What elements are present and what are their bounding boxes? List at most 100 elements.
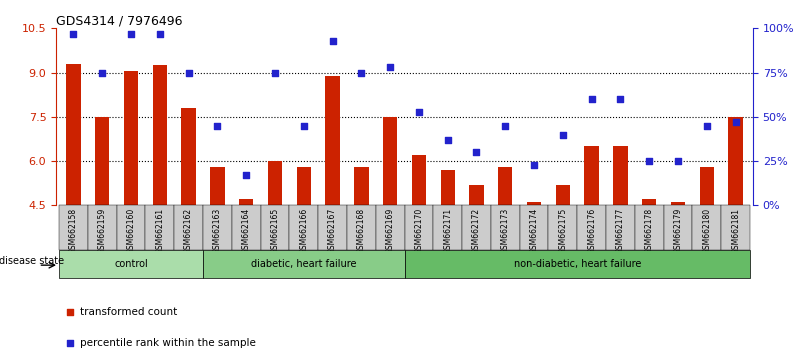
Text: GSM662174: GSM662174: [529, 207, 538, 254]
Point: [470, 149, 483, 155]
Text: GSM662167: GSM662167: [328, 207, 337, 254]
FancyBboxPatch shape: [203, 205, 231, 250]
FancyBboxPatch shape: [549, 205, 578, 250]
FancyBboxPatch shape: [578, 205, 606, 250]
Bar: [354, 167, 368, 205]
FancyBboxPatch shape: [145, 205, 174, 250]
Text: GSM662179: GSM662179: [674, 207, 682, 254]
Bar: [296, 167, 311, 205]
FancyBboxPatch shape: [405, 205, 433, 250]
Point: [153, 31, 166, 36]
Bar: [383, 117, 397, 205]
Point: [700, 123, 713, 129]
Point: [67, 31, 80, 36]
Bar: [152, 65, 167, 205]
Bar: [441, 170, 455, 205]
Text: control: control: [114, 259, 148, 269]
Bar: [527, 202, 541, 205]
FancyBboxPatch shape: [606, 205, 635, 250]
Text: percentile rank within the sample: percentile rank within the sample: [80, 338, 256, 348]
Text: GSM662177: GSM662177: [616, 207, 625, 254]
Point: [239, 172, 252, 178]
Point: [124, 31, 137, 36]
Bar: [239, 199, 253, 205]
Point: [96, 70, 109, 75]
FancyBboxPatch shape: [520, 205, 549, 250]
Text: GSM662160: GSM662160: [127, 207, 135, 254]
FancyBboxPatch shape: [59, 250, 203, 278]
Text: non-diabetic, heart failure: non-diabetic, heart failure: [513, 259, 641, 269]
FancyBboxPatch shape: [405, 250, 750, 278]
Text: GSM662175: GSM662175: [558, 207, 567, 254]
Bar: [671, 202, 686, 205]
FancyBboxPatch shape: [289, 205, 318, 250]
Text: GSM662176: GSM662176: [587, 207, 596, 254]
Text: GSM662180: GSM662180: [702, 207, 711, 254]
Point: [672, 158, 685, 164]
Bar: [95, 117, 110, 205]
FancyBboxPatch shape: [376, 205, 405, 250]
Bar: [642, 199, 657, 205]
Text: GSM662178: GSM662178: [645, 207, 654, 254]
Text: disease state: disease state: [0, 256, 65, 266]
FancyBboxPatch shape: [693, 205, 721, 250]
Bar: [585, 146, 599, 205]
Point: [528, 162, 541, 167]
Text: GSM662172: GSM662172: [472, 207, 481, 254]
Text: GSM662164: GSM662164: [242, 207, 251, 254]
Point: [297, 123, 310, 129]
Bar: [210, 167, 224, 205]
FancyBboxPatch shape: [721, 205, 750, 250]
Point: [413, 109, 425, 114]
Text: GSM662169: GSM662169: [385, 207, 395, 254]
FancyBboxPatch shape: [260, 205, 289, 250]
FancyBboxPatch shape: [174, 205, 203, 250]
FancyBboxPatch shape: [318, 205, 347, 250]
Point: [268, 70, 281, 75]
Point: [586, 96, 598, 102]
Text: GSM662158: GSM662158: [69, 207, 78, 254]
Bar: [66, 64, 81, 205]
Point: [557, 132, 570, 137]
Point: [441, 137, 454, 143]
Bar: [469, 185, 484, 205]
Point: [614, 96, 627, 102]
Bar: [123, 71, 138, 205]
Text: GSM662173: GSM662173: [501, 207, 509, 254]
Point: [211, 123, 223, 129]
FancyBboxPatch shape: [347, 205, 376, 250]
FancyBboxPatch shape: [59, 205, 88, 250]
Point: [643, 158, 656, 164]
Text: GSM662161: GSM662161: [155, 207, 164, 254]
FancyBboxPatch shape: [433, 205, 462, 250]
FancyBboxPatch shape: [231, 205, 260, 250]
Point: [729, 119, 742, 125]
Bar: [728, 117, 743, 205]
Bar: [498, 167, 513, 205]
Bar: [699, 167, 714, 205]
Bar: [325, 75, 340, 205]
Bar: [556, 185, 570, 205]
Point: [182, 70, 195, 75]
Bar: [412, 155, 426, 205]
Text: GSM662165: GSM662165: [271, 207, 280, 254]
Point: [326, 38, 339, 44]
Text: diabetic, heart failure: diabetic, heart failure: [251, 259, 356, 269]
Text: GSM662170: GSM662170: [414, 207, 424, 254]
Bar: [614, 146, 628, 205]
Text: GSM662166: GSM662166: [300, 207, 308, 254]
Text: GSM662162: GSM662162: [184, 207, 193, 254]
Text: GSM662181: GSM662181: [731, 207, 740, 253]
Bar: [181, 108, 195, 205]
FancyBboxPatch shape: [664, 205, 693, 250]
Point: [525, 219, 537, 225]
Text: GSM662171: GSM662171: [443, 207, 453, 254]
Text: GSM662159: GSM662159: [98, 207, 107, 254]
Point: [384, 64, 396, 70]
Point: [499, 123, 512, 129]
FancyBboxPatch shape: [635, 205, 664, 250]
FancyBboxPatch shape: [462, 205, 491, 250]
FancyBboxPatch shape: [88, 205, 116, 250]
Text: transformed count: transformed count: [80, 307, 178, 316]
Text: GDS4314 / 7976496: GDS4314 / 7976496: [56, 14, 183, 27]
